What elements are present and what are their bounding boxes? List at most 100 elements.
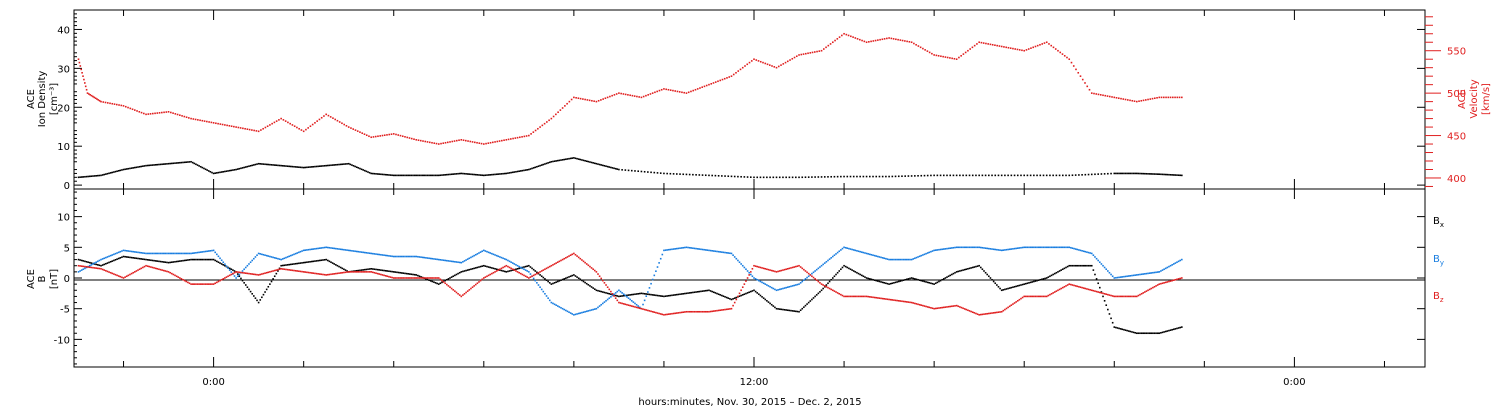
series-1-1-point [338,248,340,250]
series-0-1-point [994,44,996,47]
series-0-1-point [1075,68,1077,71]
series-1-1-point [365,251,368,254]
series-1-1-point [1074,248,1077,250]
series-0-0-point [1049,174,1051,177]
series-1-1-point [336,248,339,250]
series-0-0-point [613,167,615,170]
series-0-0-point [174,162,176,164]
series-0-0-point [79,176,81,178]
series-0-0-point [481,174,483,177]
series-1-0-point [547,280,549,283]
series-0-0-point [185,161,188,163]
series-0-1-point [674,90,676,92]
series-1-1-point [376,253,379,256]
series-1-0-point [712,291,715,294]
series-1-1-point [1148,272,1151,274]
series-0-0-point [494,173,496,176]
series-0-1-point [786,60,789,63]
series-1-0-point [584,281,586,284]
series-1-0-point [212,258,215,261]
series-1-1-point [957,246,960,249]
series-1-2-point [360,271,363,273]
series-1-2-point [320,273,323,276]
series-1-0-point [807,301,810,304]
series-0-1-point [129,107,132,110]
series-0-1-point [278,119,280,121]
series-0-0-point [602,164,604,167]
series-1-1-point [659,257,662,260]
series-1-2-point [592,268,594,271]
series-0-1-point [1117,97,1120,100]
series-1-1-point [93,262,96,264]
series-0-1-point [692,89,695,92]
series-1-1-point [976,246,979,249]
series-1-1-point [413,255,416,258]
series-1-2-point [1092,289,1095,292]
series-1-2-point [1160,282,1162,285]
series-1-0-point [963,268,966,271]
series-1-1-point [799,282,802,284]
series-1-0-point [507,270,509,273]
series-1-2-point [301,270,303,273]
series-1-0-point [264,291,266,293]
series-1-0-point [885,282,887,285]
series-0-0-point [179,161,181,164]
ytick-label: 5 [64,243,70,254]
series-1-1-point [354,250,356,253]
series-1-1-point [307,248,310,251]
series-1-1-point [775,289,778,292]
series-0-0-point [558,159,561,162]
series-1-2-point [108,271,110,273]
series-1-2-point [667,313,670,315]
series-1-1-point [447,260,450,262]
series-1-2-point [711,310,713,313]
series-0-1-point [798,54,800,56]
series-0-0-point [1155,173,1157,175]
series-1-0-point [463,270,466,272]
series-1-1-point [852,249,855,251]
series-1-2-point [547,266,549,269]
series-1-0-point [592,287,594,289]
series-0-1-point [1066,56,1068,59]
series-1-1-point [891,258,894,261]
series-1-1-point [552,302,554,305]
series-0-0-point [346,163,348,165]
series-1-0-point [901,279,903,282]
series-0-0-point [318,165,321,168]
series-1-2-point [1058,288,1061,291]
series-1-2-point [1057,289,1059,292]
series-1-0-point [156,260,159,262]
series-0-0-point [942,174,945,177]
series-1-0-point [799,309,802,312]
series-1-0-point [886,282,889,285]
series-1-0-point [996,284,998,286]
series-0-1-point [1178,96,1181,99]
series-1-0-point [894,281,897,284]
series-0-1-point [127,106,129,109]
series-0-1-point [109,102,111,105]
series-1-1-point [207,250,210,252]
series-0-0-point [92,175,94,177]
series-1-1-point [1004,249,1006,251]
series-1-2-point [877,297,879,299]
series-1-1-point [576,313,578,315]
series-0-1-point [811,51,814,54]
series-1-0-point [1079,264,1082,267]
series-0-1-point [199,119,201,122]
series-0-1-point [676,90,679,93]
series-0-0-point [121,169,123,171]
series-1-2-point [844,295,847,298]
series-1-1-point [774,288,776,291]
data-points [77,32,1183,335]
series-0-0-point [135,166,138,169]
series-1-2-point [259,273,262,276]
series-1-2-point [505,264,508,267]
series-1-1-point [899,258,902,261]
series-0-1-point [181,115,183,117]
series-1-0-point [1047,276,1050,278]
series-0-0-point [727,175,730,178]
series-0-1-point [422,140,424,142]
series-1-1-point [869,253,871,256]
series-1-2-point [676,312,678,314]
series-0-1-point [507,138,510,141]
